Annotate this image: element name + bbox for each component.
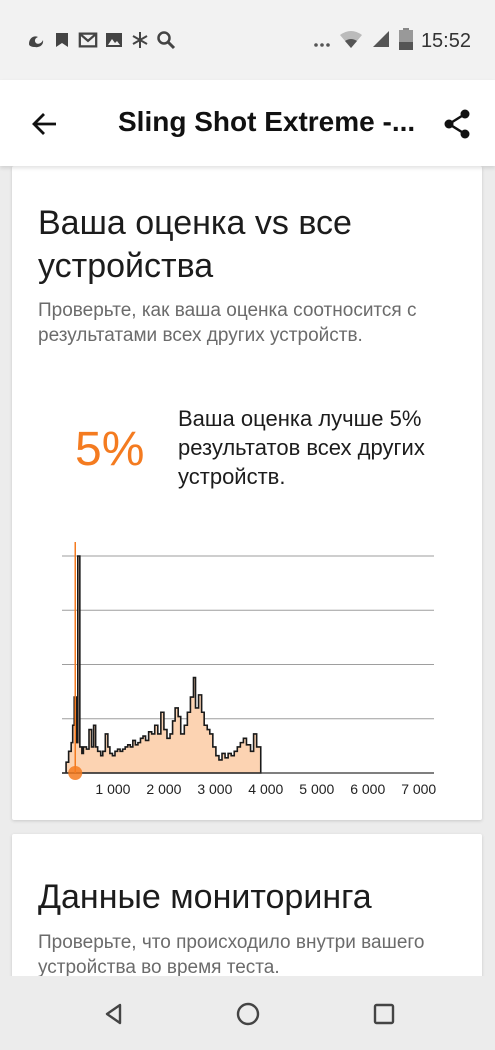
gmail-icon bbox=[78, 30, 98, 50]
chart-x-tick-label: 7 000 bbox=[401, 781, 436, 797]
system-status: 15:52 bbox=[313, 28, 471, 55]
status-bar: 15:52 bbox=[0, 0, 495, 80]
share-icon bbox=[444, 109, 470, 139]
back-button[interactable] bbox=[24, 104, 64, 144]
comparison-title: Ваша оценка vs все устройства bbox=[38, 204, 352, 285]
percent-description: Ваша оценка лучше 5% результатов всех др… bbox=[178, 406, 425, 489]
percent-value: 5% bbox=[75, 423, 145, 476]
nav-home-button[interactable] bbox=[232, 998, 264, 1030]
home-circle-icon bbox=[236, 1002, 260, 1026]
notification-icons bbox=[26, 30, 176, 50]
chart-x-tick-label: 4 000 bbox=[248, 781, 283, 797]
back-triangle-icon bbox=[105, 1003, 122, 1025]
arrow-back-icon bbox=[32, 113, 56, 135]
signal-icon bbox=[371, 29, 391, 54]
comparison-card: Ваша оценка vs все устройства Проверьте,… bbox=[12, 166, 482, 820]
recents-square-icon bbox=[373, 1003, 395, 1025]
comparison-description: Проверьте, как ваша оценка соотносится с… bbox=[38, 300, 417, 346]
search-icon bbox=[156, 30, 176, 50]
snowflake-icon bbox=[130, 30, 150, 50]
chart-x-tick-label: 3 000 bbox=[197, 781, 232, 797]
nav-recents-button[interactable] bbox=[368, 998, 400, 1030]
chart-your-score-marker bbox=[68, 766, 83, 780]
chart-x-tick-label: 5 000 bbox=[299, 781, 334, 797]
app-bar: Sling Shot Extreme -... bbox=[0, 80, 495, 166]
wifi-icon bbox=[339, 29, 363, 54]
scroll-content[interactable]: Ваша оценка vs все устройства Проверьте,… bbox=[0, 166, 495, 976]
chart-x-tick-label: 6 000 bbox=[350, 781, 385, 797]
score-distribution-chart: 1 000 2 000 3 000 4 000 5 000 6 000 7 000 bbox=[62, 542, 436, 797]
chart-x-tick-label: 2 000 bbox=[146, 781, 181, 797]
bookmark-icon bbox=[52, 30, 72, 50]
uc-browser-icon bbox=[26, 30, 46, 50]
more-dots-icon bbox=[313, 29, 331, 54]
monitoring-card: Данные мониторинга Проверьте, что происх… bbox=[12, 834, 482, 976]
share-button[interactable] bbox=[437, 104, 477, 144]
nav-back-button[interactable] bbox=[98, 998, 130, 1030]
chart-x-tick-label: 1 000 bbox=[95, 781, 130, 797]
chart-distribution-area bbox=[62, 555, 262, 774]
battery-icon bbox=[398, 28, 413, 55]
status-time: 15:52 bbox=[420, 30, 471, 52]
monitoring-title: Данные мониторинга bbox=[38, 878, 372, 916]
image-icon bbox=[104, 30, 124, 50]
page-title: Sling Shot Extreme -... bbox=[118, 106, 416, 137]
navigation-bar bbox=[0, 976, 495, 1050]
monitoring-description: Проверьте, что происходило внутри вашего… bbox=[38, 932, 425, 976]
